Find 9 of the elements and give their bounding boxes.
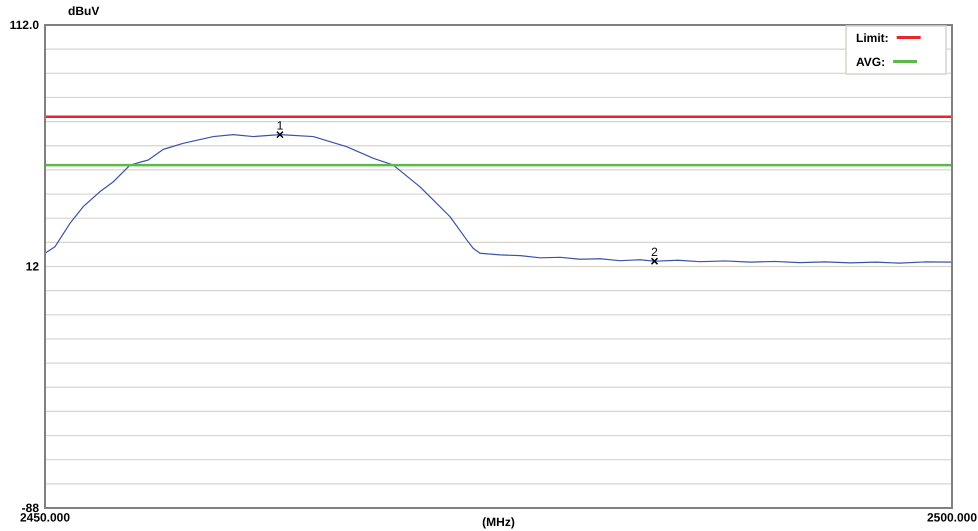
annotation: 2 bbox=[651, 245, 658, 260]
y-tick-label: 12 bbox=[26, 259, 40, 274]
y-tick-label: 112.0 bbox=[10, 18, 40, 32]
y-axis-title: dBuV bbox=[68, 4, 100, 18]
legend-label: Limit: bbox=[856, 31, 889, 45]
x-tick-label: 2500.000 bbox=[926, 510, 978, 525]
annotation: 1 bbox=[276, 118, 284, 133]
legend-label: AVG: bbox=[856, 55, 886, 69]
x-axis-title: (MHz) bbox=[482, 515, 515, 529]
